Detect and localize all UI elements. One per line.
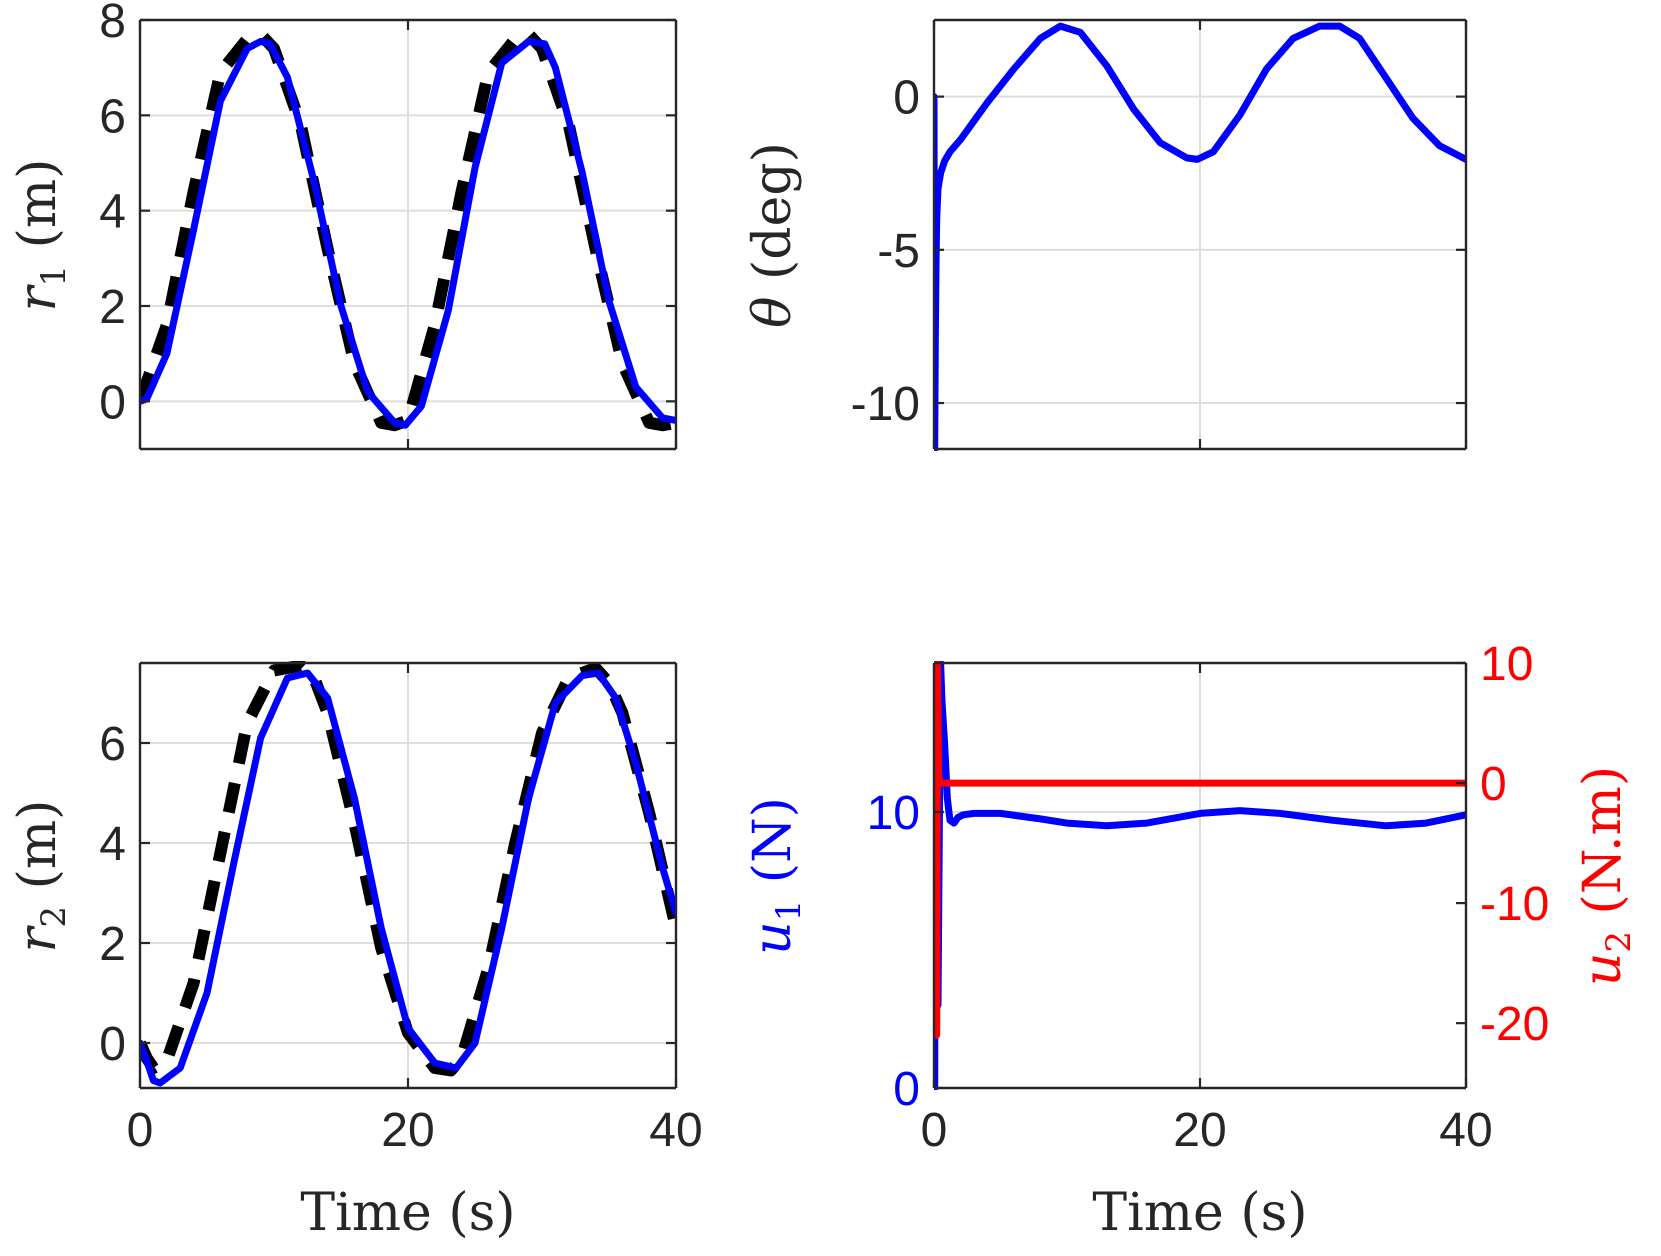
- y-tick-label: 2: [99, 281, 126, 334]
- y-tick-label: 4: [99, 186, 126, 239]
- y-tick-label: 8: [99, 0, 126, 48]
- y-tick-label: 0: [893, 1063, 920, 1116]
- x-tick-label: 20: [381, 1104, 434, 1157]
- y-axis-label-r1-unit: (m): [8, 159, 68, 265]
- y-axis-label-r1-symbol: r: [8, 283, 68, 311]
- y-tick-label: -10: [851, 378, 920, 431]
- y-axis-label-theta-unit: (deg): [743, 142, 803, 296]
- y2-axis-label-u-symbol: u: [1573, 953, 1633, 987]
- y-tick-label: 4: [99, 818, 126, 871]
- chart-theta: -10 -5 0 θ (deg): [743, 18, 1468, 451]
- y2-tick-label: 0: [1480, 758, 1507, 811]
- x-tick-label: 40: [1439, 1104, 1492, 1157]
- y-axis-label-theta-symbol: θ: [743, 297, 803, 328]
- y-axis-label-r1-subscript: 1: [34, 265, 74, 287]
- series-actual: [140, 669, 676, 1087]
- y2-tick-label: 10: [1480, 638, 1533, 691]
- series-actual: [140, 37, 676, 429]
- y2-axis-label-u: u2 (N.m): [1573, 766, 1639, 986]
- y-tick-label: 2: [99, 918, 126, 971]
- y-axis-label-u-symbol: u: [743, 921, 803, 955]
- y-axis-label-u-unit: (N): [743, 797, 803, 900]
- y-axis-label-r2-unit: (m): [8, 800, 68, 906]
- y-axis-label-theta: θ (deg): [743, 142, 803, 328]
- x-tick-label: 0: [921, 1104, 948, 1157]
- x-tick-label: 0: [127, 1104, 154, 1157]
- series-theta: [934, 22, 1466, 451]
- x-axis-label-u: Time (s): [1092, 1183, 1307, 1243]
- y-tick-label: 0: [893, 72, 920, 125]
- y-tick-label: 6: [99, 718, 126, 771]
- x-axis-label-r2: Time (s): [300, 1183, 515, 1243]
- y2-axis-label-u-unit: (N.m): [1573, 766, 1633, 931]
- y-axis-label-r2-symbol: r: [8, 924, 68, 952]
- y-tick-label: 6: [99, 90, 126, 143]
- y-tick-label: 0: [99, 1018, 126, 1071]
- x-tick-label: 20: [1173, 1104, 1226, 1157]
- x-tick-label: 40: [649, 1104, 702, 1157]
- y-tick-label: -5: [877, 225, 920, 278]
- y-tick-label: 0: [99, 376, 126, 429]
- y-axis-label-r1: r1 (m): [8, 159, 74, 312]
- y-tick-label: 10: [867, 787, 920, 840]
- y2-tick-label: -20: [1480, 998, 1549, 1051]
- chart-r1: 0 2 4 6 8 r1 (m): [8, 0, 678, 451]
- y2-axis-label-u-subscript: 2: [1599, 931, 1639, 953]
- y2-tick-label: -10: [1480, 878, 1549, 931]
- y-axis-label-u-subscript: 1: [769, 900, 809, 922]
- y-axis-label-r2-subscript: 2: [34, 906, 74, 928]
- y-axis-label-u: u1 (N): [743, 797, 809, 955]
- y-axis-label-r2: r2 (m): [8, 800, 74, 953]
